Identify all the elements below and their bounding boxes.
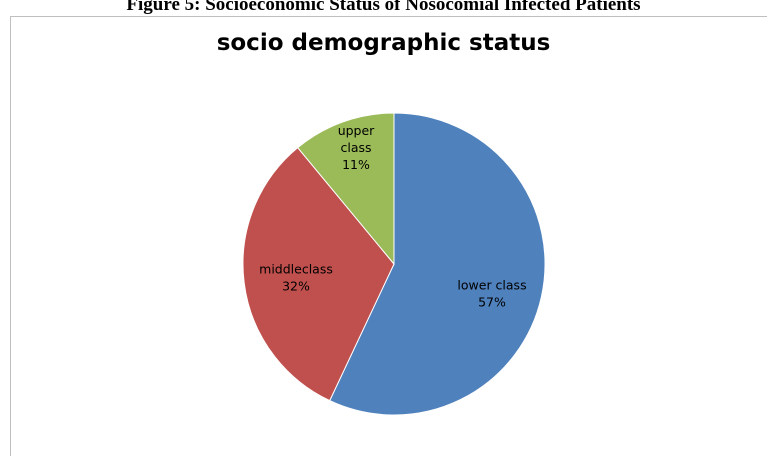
slice-label-upper-class: upper class 11%	[338, 123, 375, 172]
pie-slices	[242, 112, 546, 416]
pie-slice-lower-class	[329, 112, 546, 416]
chart-title: socio demographic status	[216, 30, 551, 56]
chart-area	[10, 16, 767, 456]
figure-caption: Figure 5: Socioeconomic Status of Nosoco…	[126, 0, 641, 15]
pie-slice-upper-class	[297, 112, 395, 266]
pie-slice-middleclass	[242, 146, 395, 402]
slice-label-middleclass: middleclass 32%	[259, 262, 333, 294]
pie-labels: lower class 57% middleclass 32% upper class 11…	[259, 123, 526, 310]
slice-label-lower-class: lower class 57%	[457, 278, 526, 310]
